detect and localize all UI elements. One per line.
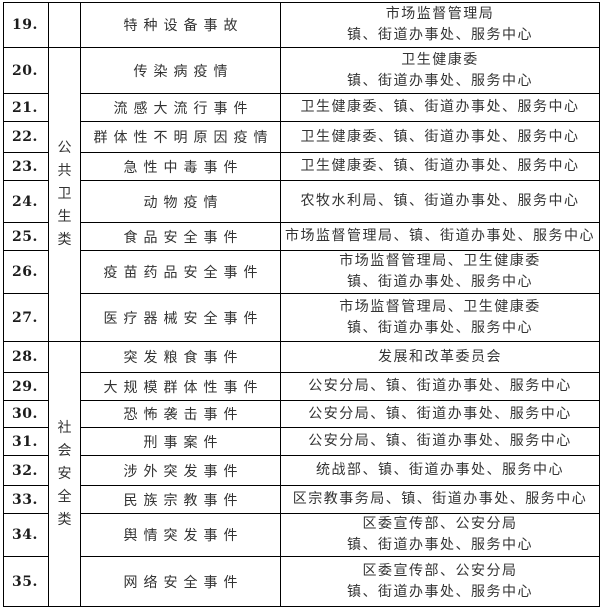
responsible-departments: 卫生健康委 镇、街道办事处、服务中心: [280, 47, 600, 94]
responsible-departments: 发展和改革委员会: [280, 341, 600, 373]
category-cell-public-health: 公共卫生类: [48, 47, 81, 342]
event-name: 突发粮食事件: [80, 341, 281, 373]
table-row: 34. 舆情突发事件 区委宣传部、公安分局 镇、街道办事处、服务中心: [3, 513, 600, 557]
responsible-departments: 公安分局、镇、街道办事处、服务中心: [280, 372, 600, 401]
event-name: 特种设备事故: [80, 2, 281, 48]
row-number: 20.: [3, 47, 49, 94]
event-name: 传染病疫情: [80, 47, 281, 94]
responsible-departments: 卫生健康委、镇、街道办事处、服务中心: [280, 152, 600, 181]
table-row: 35. 网络安全事件 区委宣传部、公安分局 镇、街道办事处、服务中心: [3, 556, 600, 607]
event-name: 刑事案件: [80, 427, 281, 456]
event-name: 群体性不明原因疫情: [80, 121, 281, 153]
event-name: 大规模群体性事件: [80, 372, 281, 401]
table-row: 20. 公共卫生类 传染病疫情 卫生健康委 镇、街道办事处、服务中心: [3, 47, 600, 342]
category-label: 公共卫生类: [57, 140, 72, 248]
row-number: 21.: [3, 93, 49, 122]
row-number: 23.: [3, 152, 49, 181]
row-number: 22.: [3, 121, 49, 153]
responsible-departments: 区宗教事务局、镇、街道办事处、服务中心: [280, 485, 600, 514]
responsible-departments: 公安分局、镇、街道办事处、服务中心: [280, 400, 600, 428]
responsible-departments: 区委宣传部、公安分局 镇、街道办事处、服务中心: [280, 513, 600, 557]
table-row: 19. 特种设备事故 市场监督管理局 镇、街道办事处、服务中心: [3, 2, 600, 48]
row-number: 28.: [3, 341, 49, 373]
event-name: 涉外突发事件: [80, 455, 281, 486]
responsible-departments: 统战部、镇、街道办事处、服务中心: [280, 455, 600, 486]
responsible-departments: 农牧水利局、镇、街道办事处、服务中心: [280, 180, 600, 223]
table-row: 21. 流感大流行事件 卫生健康委、镇、街道办事处、服务中心: [3, 93, 600, 122]
row-number: 25.: [3, 222, 49, 251]
emergency-response-table: 19. 特种设备事故 市场监督管理局 镇、街道办事处、服务中心 20. 公共卫生…: [3, 2, 600, 607]
table-row: 23. 急性中毒事件 卫生健康委、镇、街道办事处、服务中心: [3, 152, 600, 181]
responsible-departments: 市场监督管理局、卫生健康委 镇、街道办事处、服务中心: [280, 293, 600, 342]
responsible-departments: 区委宣传部、公安分局 镇、街道办事处、服务中心: [280, 556, 600, 607]
row-number: 33.: [3, 485, 49, 514]
row-number: 27.: [3, 293, 49, 342]
table-row: 22. 群体性不明原因疫情 卫生健康委、镇、街道办事处、服务中心: [3, 121, 600, 153]
table-row: 26. 疫苗药品安全事件 市场监督管理局、卫生健康委 镇、街道办事处、服务中心: [3, 250, 600, 294]
row-number: 26.: [3, 250, 49, 294]
table-row: 30. 恐怖袭击事件 公安分局、镇、街道办事处、服务中心: [3, 400, 600, 428]
row-number: 24.: [3, 180, 49, 223]
table-row: 32. 涉外突发事件 统战部、镇、街道办事处、服务中心: [3, 455, 600, 486]
event-name: 流感大流行事件: [80, 93, 281, 122]
row-number: 34.: [3, 513, 49, 557]
table-row: 28. 社会安全类 突发粮食事件 发展和改革委员会: [3, 341, 600, 607]
table-row: 31. 刑事案件 公安分局、镇、街道办事处、服务中心: [3, 427, 600, 456]
table-row: 33. 民族宗教事件 区宗教事务局、镇、街道办事处、服务中心: [3, 485, 600, 514]
table-row: 25. 食品安全事件 市场监督管理局、镇、街道办事处、服务中心: [3, 222, 600, 251]
category-cell-empty: [48, 2, 81, 48]
event-name: 医疗器械安全事件: [80, 293, 281, 342]
row-number: 32.: [3, 455, 49, 486]
event-name: 疫苗药品安全事件: [80, 250, 281, 294]
responsible-departments: 市场监督管理局、镇、街道办事处、服务中心: [280, 222, 600, 251]
event-name: 恐怖袭击事件: [80, 400, 281, 428]
event-name: 食品安全事件: [80, 222, 281, 251]
table-row: 24. 动物疫情 农牧水利局、镇、街道办事处、服务中心: [3, 180, 600, 223]
event-name: 舆情突发事件: [80, 513, 281, 557]
responsible-departments: 公安分局、镇、街道办事处、服务中心: [280, 427, 600, 456]
category-cell-social-security: 社会安全类: [48, 341, 81, 607]
row-number: 29.: [3, 372, 49, 401]
row-number: 19.: [3, 2, 49, 48]
responsible-departments: 卫生健康委、镇、街道办事处、服务中心: [280, 93, 600, 122]
responsible-departments: 市场监督管理局、卫生健康委 镇、街道办事处、服务中心: [280, 250, 600, 294]
event-name: 急性中毒事件: [80, 152, 281, 181]
row-number: 30.: [3, 400, 49, 428]
event-name: 民族宗教事件: [80, 485, 281, 514]
row-number: 31.: [3, 427, 49, 456]
event-name: 动物疫情: [80, 180, 281, 223]
event-name: 网络安全事件: [80, 556, 281, 607]
table-row: 29. 大规模群体性事件 公安分局、镇、街道办事处、服务中心: [3, 372, 600, 401]
responsible-departments: 卫生健康委、镇、街道办事处、服务中心: [280, 121, 600, 153]
table-row: 27. 医疗器械安全事件 市场监督管理局、卫生健康委 镇、街道办事处、服务中心: [3, 293, 600, 342]
responsible-departments: 市场监督管理局 镇、街道办事处、服务中心: [280, 2, 600, 48]
row-number: 35.: [3, 556, 49, 607]
category-label: 社会安全类: [57, 419, 72, 528]
